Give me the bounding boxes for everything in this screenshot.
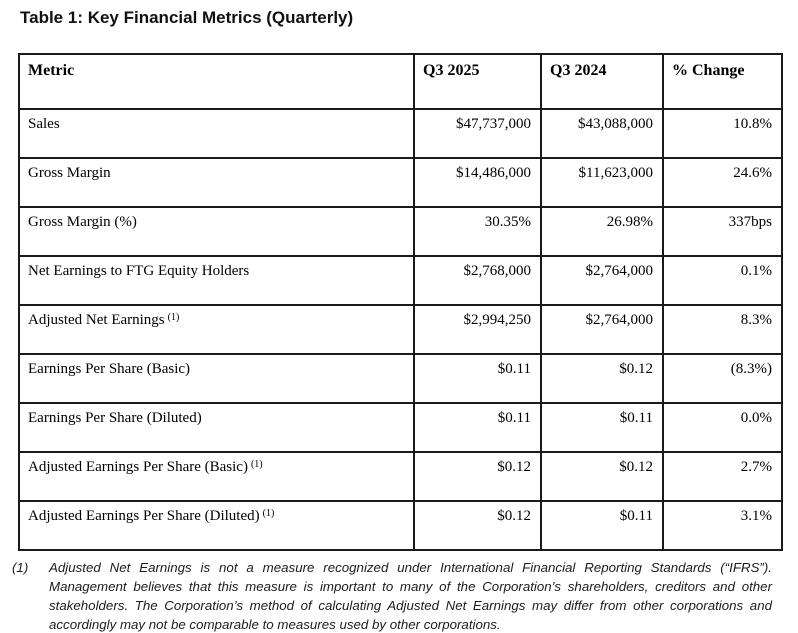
table-row: Sales $47,737,000 $43,088,000 10.8% [18, 108, 783, 159]
footnote-text: Adjusted Net Earnings is not a measure r… [49, 560, 772, 632]
metric-label: Gross Margin (%) [28, 214, 137, 230]
q3-2024-cell: $0.11 [540, 402, 664, 453]
table-row: Net Earnings to FTG Equity Holders $2,76… [18, 255, 783, 306]
metric-label: Net Earnings to FTG Equity Holders [28, 263, 250, 279]
metric-label: Sales [28, 116, 60, 132]
footnote-reference: (1) [262, 508, 275, 519]
q3-2025-cell: $0.11 [413, 353, 542, 404]
financial-metrics-table: Metric Q3 2025 Q3 2024 % Change Sales $4… [18, 53, 783, 551]
column-header-change: % Change [662, 53, 783, 110]
metric-cell: Earnings Per Share (Diluted) [18, 402, 415, 453]
header-row: Metric Q3 2025 Q3 2024 % Change [18, 53, 783, 110]
metric-label: Earnings Per Share (Basic) [28, 361, 191, 377]
q3-2025-cell: $47,737,000 [413, 108, 542, 159]
column-header-q3-2025: Q3 2025 [413, 53, 542, 110]
table-row: Earnings Per Share (Basic) $0.11 $0.12 (… [18, 353, 783, 404]
table-row: Gross Margin $14,486,000 $11,623,000 24.… [18, 157, 783, 208]
table-row: Adjusted Earnings Per Share (Basic) (1) $… [18, 451, 783, 502]
metric-label: Adjusted Earnings Per Share (Diluted) [28, 508, 260, 524]
q3-2024-cell: $43,088,000 [540, 108, 664, 159]
q3-2024-cell: $0.11 [540, 500, 664, 551]
q3-2024-cell: $2,764,000 [540, 304, 664, 355]
q3-2024-cell: 26.98% [540, 206, 664, 257]
q3-2025-cell: $14,486,000 [413, 157, 542, 208]
footnote-reference: (1) [167, 312, 180, 323]
q3-2025-cell: $2,994,250 [413, 304, 542, 355]
q3-2025-cell: 30.35% [413, 206, 542, 257]
q3-2024-cell: $11,623,000 [540, 157, 664, 208]
change-cell: 3.1% [662, 500, 783, 551]
footnote: (1) Adjusted Net Earnings is not a measu… [12, 558, 772, 633]
change-cell: 10.8% [662, 108, 783, 159]
footnote-marker: (1) [12, 560, 29, 575]
change-cell: 8.3% [662, 304, 783, 355]
metric-cell: Gross Margin [18, 157, 415, 208]
change-cell: 0.1% [662, 255, 783, 306]
q3-2025-cell: $0.12 [413, 451, 542, 502]
change-cell: (8.3%) [662, 353, 783, 404]
q3-2024-cell: $0.12 [540, 353, 664, 404]
q3-2025-cell: $0.12 [413, 500, 542, 551]
change-cell: 0.0% [662, 402, 783, 453]
change-cell: 24.6% [662, 157, 783, 208]
metric-label: Gross Margin [28, 165, 111, 181]
metric-label: Earnings Per Share (Diluted) [28, 410, 202, 426]
q3-2025-cell: $2,768,000 [413, 255, 542, 306]
metric-label: Adjusted Earnings Per Share (Basic) [28, 459, 248, 475]
table-row: Earnings Per Share (Diluted) $0.11 $0.11… [18, 402, 783, 453]
metric-cell: Net Earnings to FTG Equity Holders [18, 255, 415, 306]
metric-cell: Sales [18, 108, 415, 159]
q3-2025-cell: $0.11 [413, 402, 542, 453]
q3-2024-cell: $2,764,000 [540, 255, 664, 306]
change-cell: 2.7% [662, 451, 783, 502]
metric-cell: Earnings Per Share (Basic) [18, 353, 415, 404]
metric-cell: Adjusted Net Earnings (1) [18, 304, 415, 355]
change-cell: 337bps [662, 206, 783, 257]
table-row: Adjusted Net Earnings (1) $2,994,250 $2,7… [18, 304, 783, 355]
table-row: Gross Margin (%) 30.35% 26.98% 337bps [18, 206, 783, 257]
table-title: Table 1: Key Financial Metrics (Quarterl… [20, 8, 354, 27]
metric-cell: Gross Margin (%) [18, 206, 415, 257]
q3-2024-cell: $0.12 [540, 451, 664, 502]
metric-label: Adjusted Net Earnings [28, 312, 165, 328]
table-row: Adjusted Earnings Per Share (Diluted) (1)… [18, 500, 783, 551]
metric-cell: Adjusted Earnings Per Share (Basic) (1) [18, 451, 415, 502]
metric-cell: Adjusted Earnings Per Share (Diluted) (1) [18, 500, 415, 551]
column-header-q3-2024: Q3 2024 [540, 53, 664, 110]
footnote-reference: (1) [250, 459, 263, 470]
column-header-metric: Metric [18, 53, 415, 110]
